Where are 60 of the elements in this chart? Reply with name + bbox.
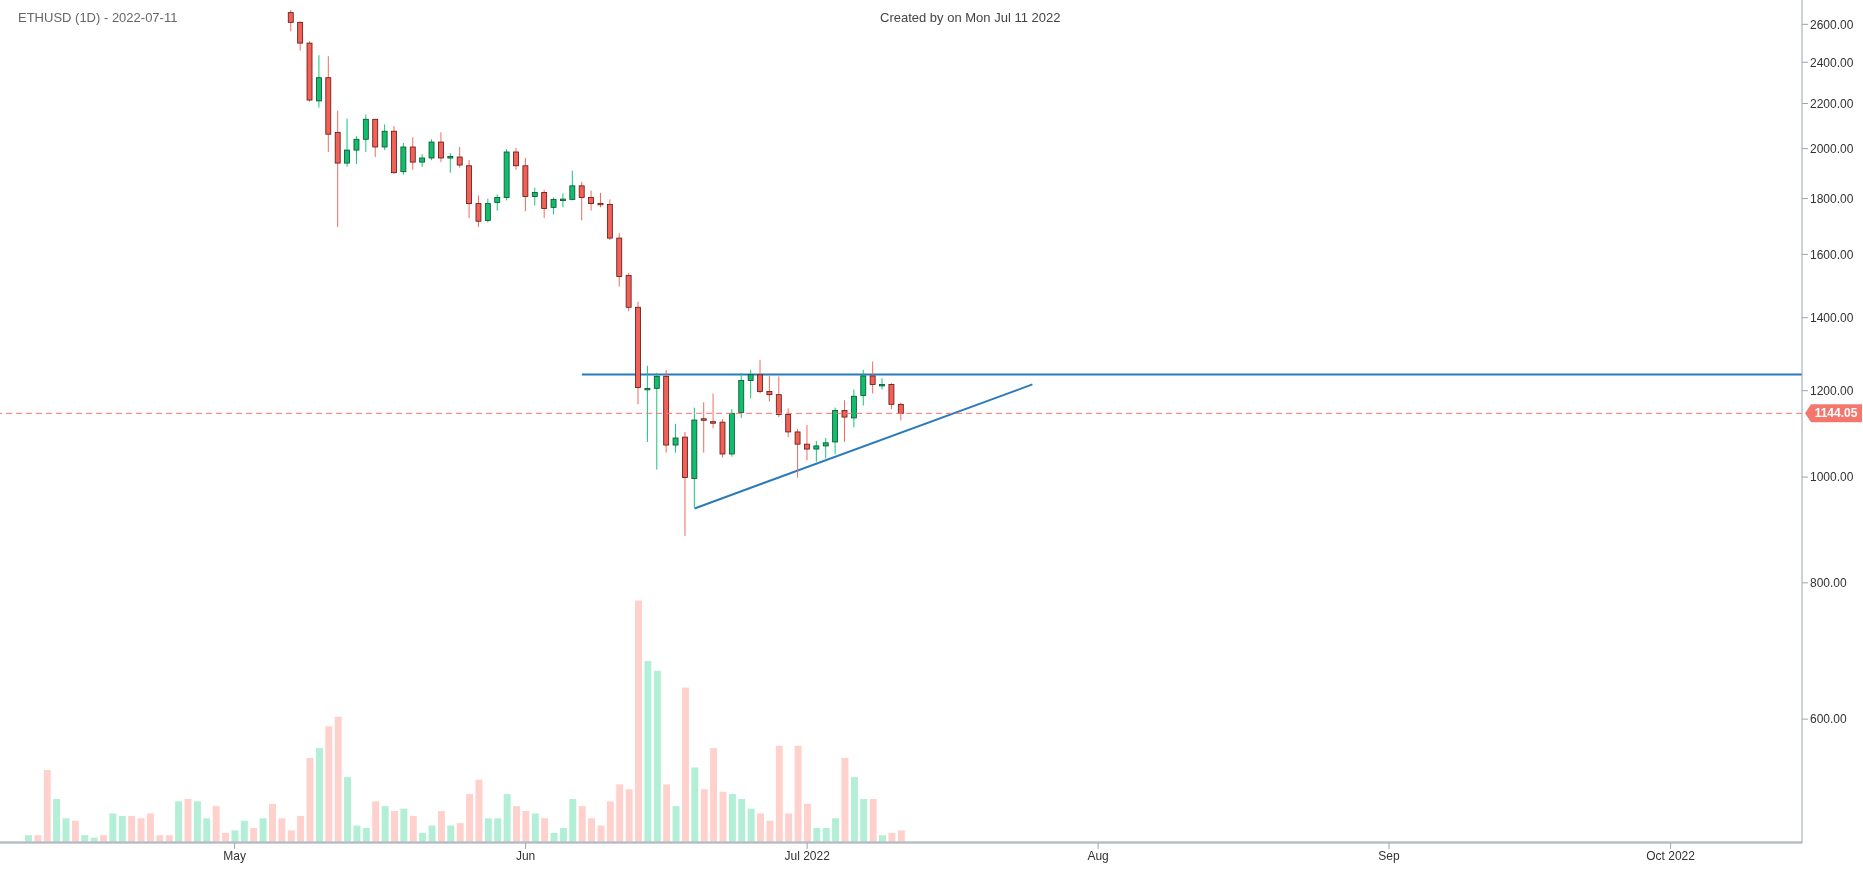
candlestick [766, 375, 773, 402]
ref-line-label: 1144.05 [1814, 406, 1858, 421]
candlestick [822, 437, 829, 460]
y-tick-label: 2600.00 [1810, 17, 1854, 32]
candlestick [588, 189, 594, 212]
y-tick-label: 1800.00 [1810, 191, 1854, 206]
candlestick [409, 136, 416, 171]
x-tick-label: Oct 2022 [1646, 848, 1696, 863]
text: ETHUSD (1D) - 2022-07-11 [18, 10, 178, 25]
candlestick [757, 359, 763, 394]
x-tick-label: May [223, 848, 246, 863]
y-tick-label: 2000.00 [1810, 141, 1854, 156]
candlestick [653, 372, 660, 471]
candlestick [438, 131, 444, 163]
candlestick [541, 189, 548, 219]
candlestick [362, 114, 369, 153]
y-tick-label: 600.00 [1810, 712, 1848, 727]
x-tick-label: Sep [1378, 848, 1401, 863]
candlestick [484, 198, 491, 223]
candlestick [644, 365, 651, 443]
candlestick [344, 118, 350, 168]
candlestick [456, 146, 463, 169]
y-tick-label: 2200.00 [1810, 96, 1854, 111]
candlestick [710, 392, 716, 429]
candlestick [869, 361, 876, 394]
y-tick-label: 1400.00 [1810, 310, 1854, 325]
candlestick [672, 423, 679, 454]
x-tick-label: Jun [515, 848, 536, 863]
candlestick [381, 123, 388, 151]
annotation: Created by on Mon Jul 11 2022 [880, 10, 1061, 25]
candlestick [700, 401, 707, 454]
candlestick [775, 375, 782, 418]
candlestick [794, 428, 801, 479]
candlestick [297, 20, 304, 52]
candlestick [447, 152, 454, 174]
candlestick [888, 382, 895, 410]
candlestick [287, 9, 294, 32]
candlestick [850, 389, 857, 428]
x-tick-label: Aug [1087, 848, 1109, 863]
candlestick [560, 192, 566, 208]
candlestick [879, 377, 885, 391]
candlestick [353, 135, 360, 165]
candlestick [804, 424, 810, 461]
y-tick-label: 1000.00 [1810, 470, 1854, 485]
candlestick [316, 54, 322, 109]
x-tick-label: Jul 2022 [784, 848, 831, 863]
candlestick [513, 147, 519, 171]
y-tick-label: 1600.00 [1810, 247, 1854, 262]
candlestick [578, 181, 585, 221]
candlestick [475, 194, 482, 228]
candlestick [841, 399, 848, 443]
candlestick [569, 170, 576, 201]
candlestick [860, 369, 867, 407]
y-tick-label: 1200.00 [1810, 383, 1854, 398]
y-tick-label: 2400.00 [1810, 55, 1854, 70]
y-tick-label: 800.00 [1810, 576, 1848, 591]
candlestick [428, 138, 435, 161]
candlestick [813, 440, 820, 463]
candlestick [747, 369, 754, 399]
candlestick [785, 407, 792, 438]
